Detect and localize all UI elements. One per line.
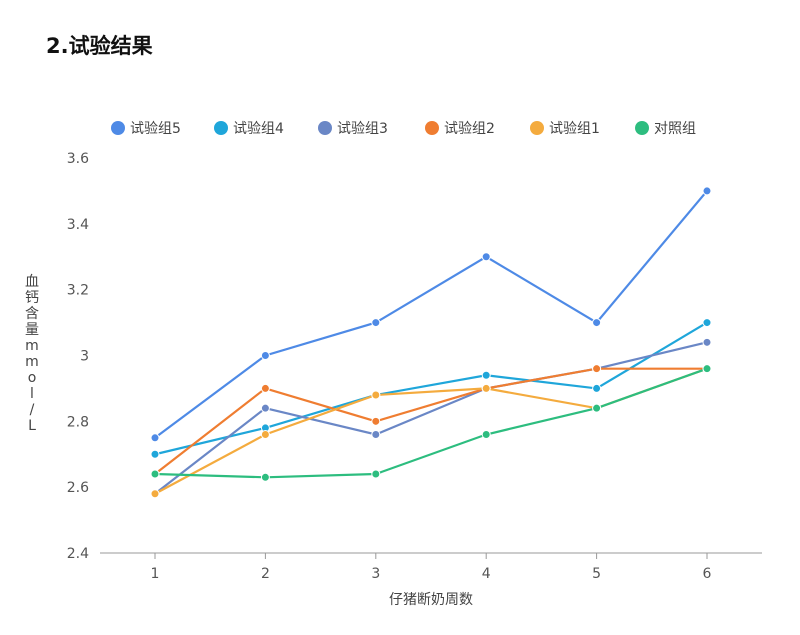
series-line bbox=[154, 341, 708, 495]
x-tick-label: 6 bbox=[703, 566, 712, 582]
data-point bbox=[150, 469, 160, 479]
data-point bbox=[371, 416, 381, 426]
data-point bbox=[150, 489, 160, 499]
legend-marker bbox=[425, 121, 439, 135]
data-point bbox=[260, 472, 270, 482]
data-point bbox=[592, 403, 602, 413]
x-tick-label: 3 bbox=[371, 566, 380, 582]
y-tick-label: 2.8 bbox=[67, 414, 89, 430]
data-point bbox=[592, 318, 602, 328]
legend-label: 对照组 bbox=[654, 121, 696, 137]
data-point bbox=[371, 430, 381, 439]
data-point bbox=[702, 318, 712, 328]
data-point bbox=[702, 364, 712, 374]
data-point bbox=[702, 186, 712, 196]
y-tick-label: 3.6 bbox=[67, 151, 89, 167]
legend-label: 试验组1 bbox=[549, 121, 600, 137]
x-tick-label: 5 bbox=[592, 566, 601, 582]
legend-label: 试验组2 bbox=[444, 121, 495, 137]
series-line bbox=[154, 190, 708, 439]
x-tick-label: 2 bbox=[261, 566, 270, 582]
data-point bbox=[371, 469, 381, 479]
y-tick-label: 3.4 bbox=[67, 217, 89, 233]
series-line bbox=[154, 367, 708, 479]
data-point bbox=[260, 403, 270, 413]
section-heading: 2.试验结果 bbox=[46, 34, 153, 58]
y-tick-label: 3 bbox=[80, 349, 89, 365]
data-point bbox=[481, 252, 491, 262]
y-tick-label: 2.6 bbox=[67, 480, 89, 496]
data-point bbox=[371, 390, 381, 400]
data-point bbox=[481, 430, 491, 439]
series-line bbox=[154, 321, 708, 456]
data-point bbox=[481, 383, 491, 393]
legend-marker bbox=[318, 121, 332, 135]
y-tick-label: 3.2 bbox=[67, 283, 89, 299]
x-tick-label: 1 bbox=[151, 566, 160, 582]
legend-label: 试验组3 bbox=[337, 121, 388, 137]
legend-label: 试验组5 bbox=[130, 121, 181, 137]
data-point bbox=[260, 383, 270, 393]
data-point bbox=[702, 337, 712, 347]
y-tick-label: 2.4 bbox=[67, 546, 89, 562]
y-axis-label: 血钙含量 m m o l / L bbox=[25, 274, 39, 434]
series-line bbox=[154, 367, 708, 495]
data-point bbox=[481, 370, 491, 380]
data-point bbox=[150, 449, 160, 459]
data-point bbox=[150, 433, 160, 443]
legend-marker bbox=[111, 121, 125, 135]
data-point bbox=[260, 351, 270, 360]
data-point bbox=[260, 430, 270, 439]
legend-label: 试验组4 bbox=[233, 121, 284, 137]
series-line bbox=[154, 367, 707, 475]
x-axis-label: 仔猪断奶周数 bbox=[389, 592, 473, 608]
legend-marker bbox=[530, 121, 544, 135]
legend-marker bbox=[214, 121, 228, 135]
data-point bbox=[592, 383, 602, 393]
data-point bbox=[371, 318, 381, 328]
legend-marker bbox=[635, 121, 649, 135]
data-point bbox=[592, 364, 602, 374]
x-tick-label: 4 bbox=[482, 566, 491, 582]
